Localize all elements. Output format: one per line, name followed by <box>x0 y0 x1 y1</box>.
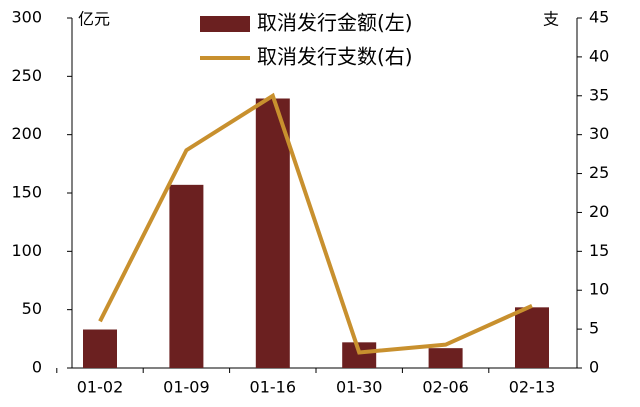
legend-swatch <box>200 16 250 32</box>
y-tick-label: 200 <box>11 124 42 143</box>
x-tick-label: 02-13 <box>509 378 556 397</box>
y2-tick-label: 40 <box>589 46 609 65</box>
y2-tick-label: 30 <box>589 124 609 143</box>
y2-tick-label: 45 <box>589 8 609 27</box>
y2-unit: 支 <box>543 10 559 29</box>
y2-tick-label: 25 <box>589 163 609 182</box>
y-tick-label: 250 <box>11 66 42 85</box>
x-tick-label: 02-06 <box>422 378 469 397</box>
y-tick-label: 300 <box>11 8 42 27</box>
y2-tick-label: 15 <box>589 241 609 260</box>
x-tick-label: 01-16 <box>250 378 297 397</box>
y2-tick-label: 35 <box>589 85 609 104</box>
bar <box>428 348 463 368</box>
y-tick-label: 50 <box>22 299 42 318</box>
bar <box>515 307 549 368</box>
bar <box>169 184 204 368</box>
y2-tick-label: 10 <box>589 280 609 299</box>
y-tick-label: 100 <box>11 241 42 260</box>
legend-label: 取消发行金额(左) <box>257 11 413 35</box>
x-tick-label: 01-09 <box>163 378 210 397</box>
y-tick-label: 150 <box>11 183 42 202</box>
y-unit: 亿元 <box>78 10 110 29</box>
y2-tick-label: 5 <box>589 319 599 338</box>
bar <box>255 98 290 368</box>
bar <box>83 329 117 368</box>
y-tick-label: 0 <box>32 358 42 377</box>
y2-tick-label: 20 <box>589 202 609 221</box>
line <box>98 92 533 355</box>
x-tick-label: 01-30 <box>336 378 383 397</box>
x-tick-label: 01-02 <box>77 378 124 397</box>
legend-label: 取消发行支数(右) <box>257 45 413 69</box>
y2-tick-label: 0 <box>589 358 599 377</box>
